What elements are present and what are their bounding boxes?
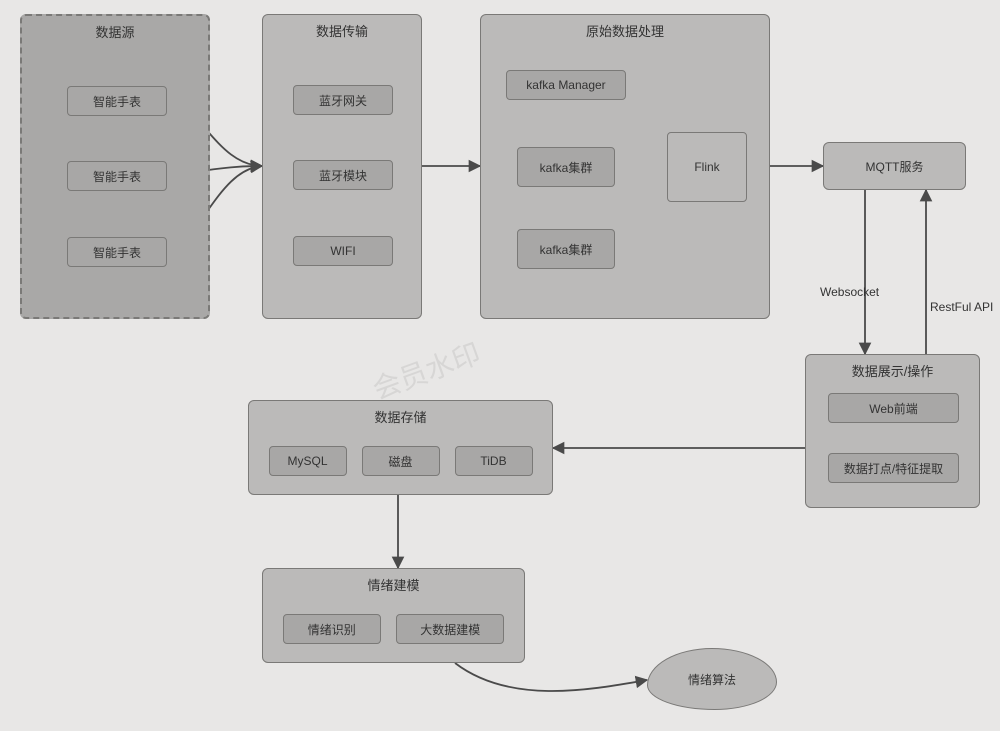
edge-label-restful: RestFul API <box>930 300 993 314</box>
panel-storage: 数据存储 MySQL 磁盘 TiDB <box>248 400 553 495</box>
node-kafka-manager: kafka Manager <box>506 70 626 100</box>
node-smartwatch-2: 智能手表 <box>67 161 167 191</box>
node-smartwatch-1: 智能手表 <box>67 86 167 116</box>
node-disk: 磁盘 <box>362 446 440 476</box>
panel-display-title: 数据展示/操作 <box>806 355 979 380</box>
panel-storage-title: 数据存储 <box>249 401 552 426</box>
node-smartwatch-3: 智能手表 <box>67 237 167 267</box>
node-feature-extract: 数据打点/特征提取 <box>828 453 959 483</box>
node-kafka-cluster-2: kafka集群 <box>517 229 615 269</box>
node-bt-gateway: 蓝牙网关 <box>293 85 393 115</box>
panel-transport: 数据传输 蓝牙网关 蓝牙模块 WIFI <box>262 14 422 319</box>
node-cloud-label: 情绪算法 <box>688 671 736 688</box>
node-bigdata-modeling: 大数据建模 <box>396 614 504 644</box>
node-bt-module: 蓝牙模块 <box>293 160 393 190</box>
node-wifi: WIFI <box>293 236 393 266</box>
edge <box>455 663 647 691</box>
node-flink: Flink <box>667 132 747 202</box>
panel-rawproc-title: 原始数据处理 <box>481 15 769 40</box>
panel-sources-title: 数据源 <box>22 16 208 41</box>
node-emotion-recognition: 情绪识别 <box>283 614 381 644</box>
panel-rawproc: 原始数据处理 kafka Manager kafka集群 Flink kafka… <box>480 14 770 319</box>
watermark: 会员水印 <box>367 332 486 408</box>
node-web-frontend: Web前端 <box>828 393 959 423</box>
node-cloud-algorithm: 情绪算法 <box>647 648 777 710</box>
edge-label-websocket: Websocket <box>820 285 879 299</box>
node-mysql: MySQL <box>269 446 347 476</box>
panel-modeling: 情绪建模 情绪识别 大数据建模 <box>262 568 525 663</box>
panel-transport-title: 数据传输 <box>263 15 421 40</box>
panel-sources: 数据源 智能手表 智能手表 智能手表 <box>20 14 210 319</box>
node-kafka-cluster-1: kafka集群 <box>517 147 615 187</box>
node-tidb: TiDB <box>455 446 533 476</box>
node-mqtt: MQTT服务 <box>823 142 966 190</box>
panel-modeling-title: 情绪建模 <box>263 569 524 594</box>
panel-display: 数据展示/操作 Web前端 数据打点/特征提取 <box>805 354 980 508</box>
